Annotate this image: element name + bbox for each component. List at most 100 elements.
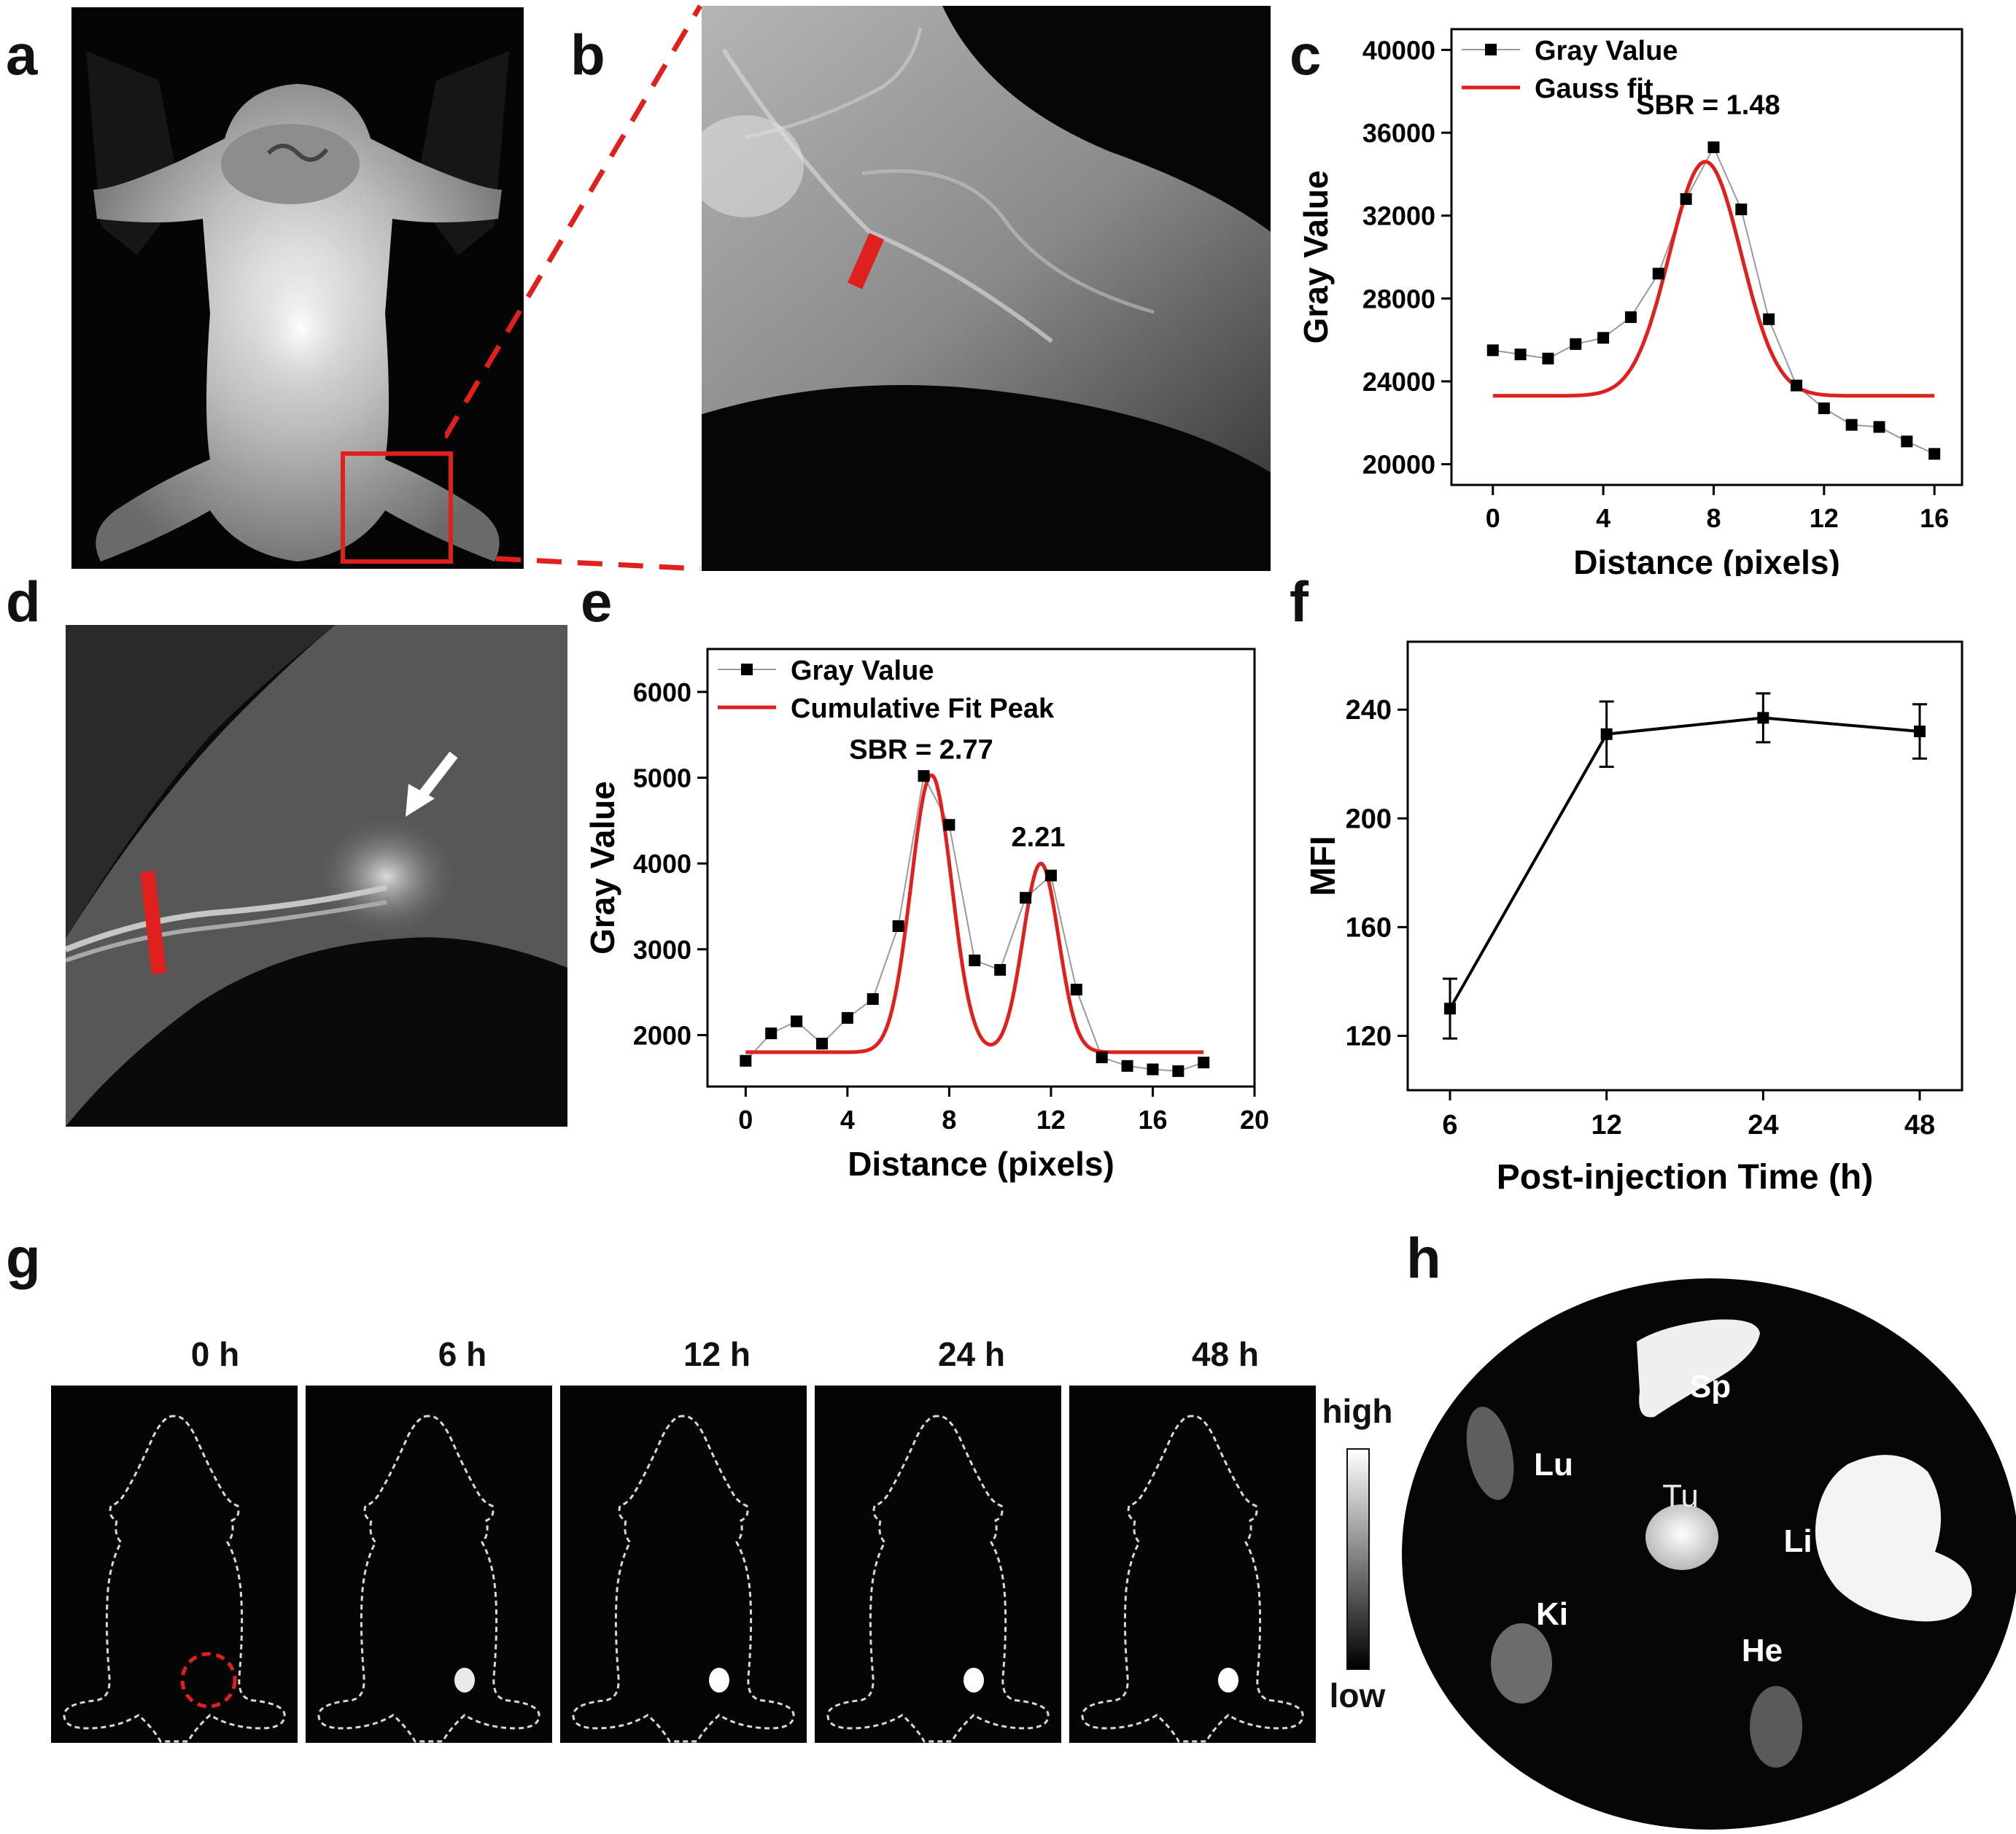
data-point bbox=[1763, 313, 1775, 325]
data-point bbox=[1928, 448, 1941, 460]
data-point bbox=[994, 964, 1007, 976]
colorbar-high-label: high bbox=[1322, 1392, 1393, 1430]
organ-label-tu: Tu bbox=[1662, 1478, 1699, 1514]
data-point bbox=[918, 770, 930, 782]
time-label-12h: 12 h bbox=[683, 1335, 751, 1373]
fit-curve bbox=[745, 773, 1204, 1054]
data-point bbox=[1845, 419, 1858, 431]
panel-label-c: c bbox=[1290, 23, 1322, 87]
white-arrow-icon bbox=[406, 751, 458, 817]
data-point bbox=[943, 819, 955, 831]
mouse-outline bbox=[1081, 1415, 1304, 1743]
x-tick-label: 8 bbox=[1706, 503, 1721, 533]
mfi-line bbox=[1449, 716, 1920, 1010]
y-tick-label: 4000 bbox=[633, 849, 691, 879]
organ-label-lu: Lu bbox=[1534, 1447, 1573, 1483]
x-tick-label: 16 bbox=[1920, 503, 1949, 533]
data-point bbox=[892, 920, 904, 932]
data-point bbox=[1486, 344, 1499, 357]
y-axis-label: Gray Value bbox=[584, 781, 621, 955]
plot-frame bbox=[1450, 28, 1963, 486]
organ-label-li: Li bbox=[1783, 1523, 1812, 1559]
chart-e: 0 4 8 12 16 20 2000 3000 4000 5000 6000 Distance (p… bbox=[584, 648, 1269, 1183]
data-point bbox=[1914, 726, 1926, 737]
plot-frame bbox=[1406, 640, 1963, 1092]
annotation: 2.21 bbox=[1012, 823, 1066, 853]
panel-label-f: f bbox=[1290, 570, 1309, 634]
y-tick-label: 36000 bbox=[1362, 118, 1435, 148]
g-frame-1 bbox=[306, 1386, 552, 1743]
data-point bbox=[1757, 712, 1769, 724]
legend-label-fit: Cumulative Fit Peak bbox=[791, 693, 1055, 724]
y-axis-label: Gray Value bbox=[1297, 171, 1335, 344]
panel-label-b: b bbox=[570, 23, 605, 87]
y-tick-label: 2000 bbox=[633, 1020, 691, 1050]
x-axis-label: Post-injection Time (h) bbox=[1497, 1158, 1873, 1197]
colorbar-low-label: low bbox=[1329, 1676, 1386, 1714]
tumor-signal bbox=[454, 1668, 475, 1693]
data-point bbox=[765, 1027, 778, 1040]
x-tick-label: 16 bbox=[1138, 1105, 1167, 1135]
x-axis-label: Distance (pixels) bbox=[848, 1145, 1114, 1183]
data-point bbox=[1570, 338, 1582, 350]
data-point bbox=[1680, 193, 1692, 205]
chart-c: 0 4 8 12 16 20000 24000 28000 32000 36000 40000 Dis… bbox=[1297, 28, 1963, 576]
panel-label-a: a bbox=[6, 23, 38, 87]
time-label-24h: 24 h bbox=[937, 1335, 1006, 1373]
legend-label-gray-value: Gray Value bbox=[791, 656, 934, 686]
x-tick-label: 48 bbox=[1904, 1110, 1935, 1141]
legend-marker-gray-value bbox=[741, 664, 753, 675]
x-tick-label: 20 bbox=[1240, 1105, 1269, 1135]
gray-value-line bbox=[1492, 145, 1935, 455]
organ-label-sp: Sp bbox=[1690, 1369, 1731, 1404]
mouse-outline bbox=[826, 1415, 1050, 1743]
x-tick-label: 6 bbox=[1442, 1110, 1457, 1141]
panel-label-d: d bbox=[6, 570, 41, 634]
data-point bbox=[1818, 402, 1830, 414]
fit-curve bbox=[1492, 160, 1935, 398]
time-label-48h: 48 h bbox=[1191, 1335, 1260, 1373]
x-tick-label: 8 bbox=[942, 1105, 956, 1135]
zoom-connector bbox=[445, 4, 703, 572]
data-point bbox=[791, 1015, 803, 1027]
tumor-region-circle bbox=[180, 1652, 237, 1709]
data-point bbox=[1121, 1060, 1133, 1072]
data-point bbox=[1020, 892, 1032, 904]
data-point bbox=[1542, 352, 1554, 365]
plot-frame bbox=[706, 648, 1256, 1088]
data-point bbox=[1600, 728, 1613, 740]
chart-f: 6 12 24 48 120 160 200 240 Post-injection Time (… bbox=[1304, 640, 1963, 1197]
y-tick-label: 120 bbox=[1346, 1021, 1392, 1052]
x-axis-label: Distance (pixels) bbox=[1573, 543, 1840, 576]
panel-label-g: g bbox=[6, 1226, 41, 1290]
organ-label-ki: Ki bbox=[1536, 1596, 1568, 1632]
data-point bbox=[1044, 869, 1057, 882]
data-point bbox=[1597, 332, 1610, 344]
mouse-outline bbox=[572, 1415, 795, 1743]
y-tick-label: 3000 bbox=[633, 935, 691, 965]
data-point bbox=[1070, 984, 1082, 996]
legend-label-fit: Gauss fit bbox=[1535, 74, 1653, 104]
organ-tumor bbox=[1645, 1504, 1718, 1570]
data-point bbox=[1444, 1003, 1456, 1015]
y-tick-label: 6000 bbox=[633, 677, 691, 707]
data-point bbox=[969, 955, 981, 967]
y-tick-label: 40000 bbox=[1362, 35, 1435, 65]
panel-a-whole-body-image bbox=[71, 7, 524, 569]
data-point bbox=[1147, 1063, 1159, 1076]
data-point bbox=[1198, 1057, 1210, 1069]
data-point bbox=[1790, 379, 1802, 392]
y-tick-label: 24000 bbox=[1362, 367, 1435, 397]
panel-label-e: e bbox=[581, 570, 613, 634]
organ-liver bbox=[1815, 1455, 1972, 1622]
y-tick-label: 240 bbox=[1346, 695, 1392, 726]
x-tick-label: 12 bbox=[1810, 503, 1839, 533]
y-tick-label: 5000 bbox=[633, 763, 691, 793]
data-point bbox=[1735, 203, 1748, 216]
data-point bbox=[740, 1054, 752, 1067]
x-tick-label: 12 bbox=[1592, 1110, 1622, 1141]
data-point bbox=[1624, 311, 1637, 323]
data-point bbox=[1707, 141, 1720, 153]
y-tick-label: 20000 bbox=[1362, 450, 1435, 480]
x-tick-label: 4 bbox=[1596, 503, 1610, 533]
